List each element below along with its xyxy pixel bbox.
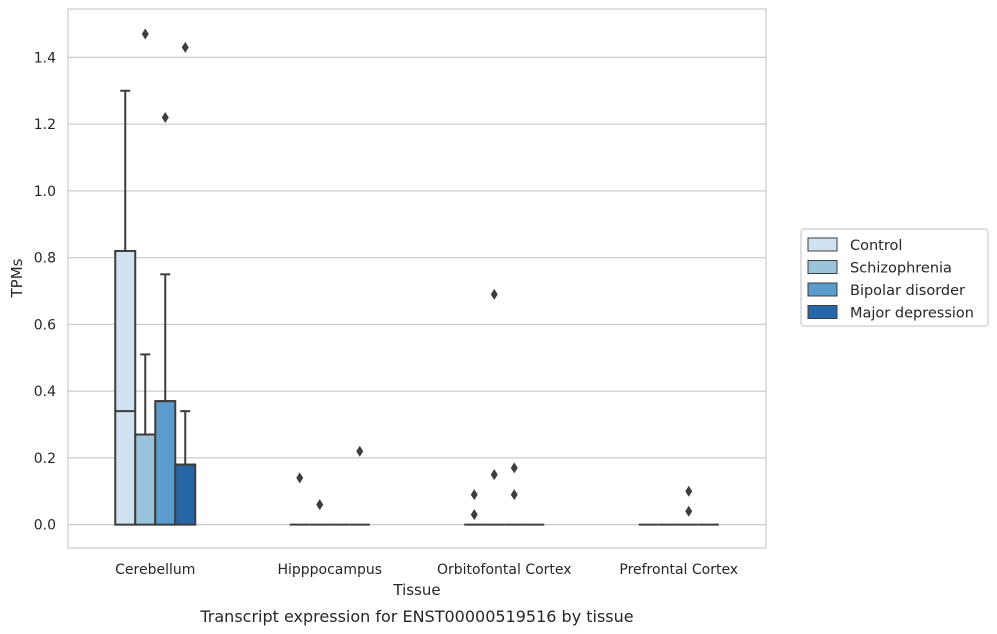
x-tick-label: Cerebellum (115, 562, 195, 578)
outlier-point (296, 472, 304, 484)
x-tick-labels: Cerebellum Hipppocampus Orbitofontal Corte… (115, 562, 738, 578)
legend-label: Major depression (850, 306, 974, 322)
y-tick-label: 0.4 (34, 384, 56, 400)
outlier-point (161, 111, 169, 123)
box (134, 353, 157, 526)
legend-label: Bipolar disorder (850, 283, 965, 299)
x-tick-label: Orbitofontal Cortex (437, 562, 572, 578)
y-tick-label: 1.4 (34, 50, 56, 66)
x-axis-title: Tissue (392, 581, 440, 599)
y-axis-title: TPMs (8, 258, 26, 298)
y-tick-label: 1.2 (34, 117, 56, 133)
y-tick-label: 0.6 (34, 317, 56, 333)
box (174, 410, 197, 526)
y-tick-label: 1.0 (34, 184, 56, 200)
outlier-point (510, 462, 518, 474)
box (154, 273, 177, 526)
x-tick-label: Prefrontal Cortex (619, 562, 738, 578)
outlier-point (181, 41, 189, 53)
outlier-point (490, 288, 498, 300)
legend-swatch (807, 305, 838, 319)
outlier-point (685, 485, 693, 497)
outlier-point (316, 499, 324, 511)
outlier-point (510, 489, 518, 501)
outlier-point (685, 505, 693, 517)
outlier-point (470, 509, 478, 521)
legend-label: Control (850, 238, 902, 254)
y-tick-label: 0.8 (34, 251, 56, 267)
legend: Control Schizophrenia Bipolar disorder Majo… (800, 228, 989, 327)
chart-caption: Transcript expression for ENST0000051951… (199, 607, 633, 626)
box-body (174, 463, 197, 526)
legend-frame (800, 228, 989, 327)
legend-swatch (807, 282, 838, 297)
outlier-points (141, 28, 693, 521)
box-body (114, 249, 137, 526)
outlier-point (141, 28, 149, 40)
legend-swatch (807, 260, 838, 274)
box-body (134, 433, 157, 526)
box (114, 89, 137, 526)
outlier-point (356, 445, 364, 457)
outlier-point (470, 489, 478, 501)
y-tick-label: 0.0 (34, 518, 56, 534)
legend-swatch (807, 237, 838, 252)
box-body (154, 400, 177, 526)
y-tick-label: 0.2 (34, 451, 56, 467)
legend-label: Schizophrenia (850, 261, 952, 277)
outlier-point (490, 469, 498, 481)
y-tick-labels: 0.0 0.2 0.4 0.6 0.8 1.0 1.2 1.4 (34, 50, 56, 533)
box-series (114, 89, 719, 526)
x-tick-label: Hipppocampus (277, 562, 382, 578)
